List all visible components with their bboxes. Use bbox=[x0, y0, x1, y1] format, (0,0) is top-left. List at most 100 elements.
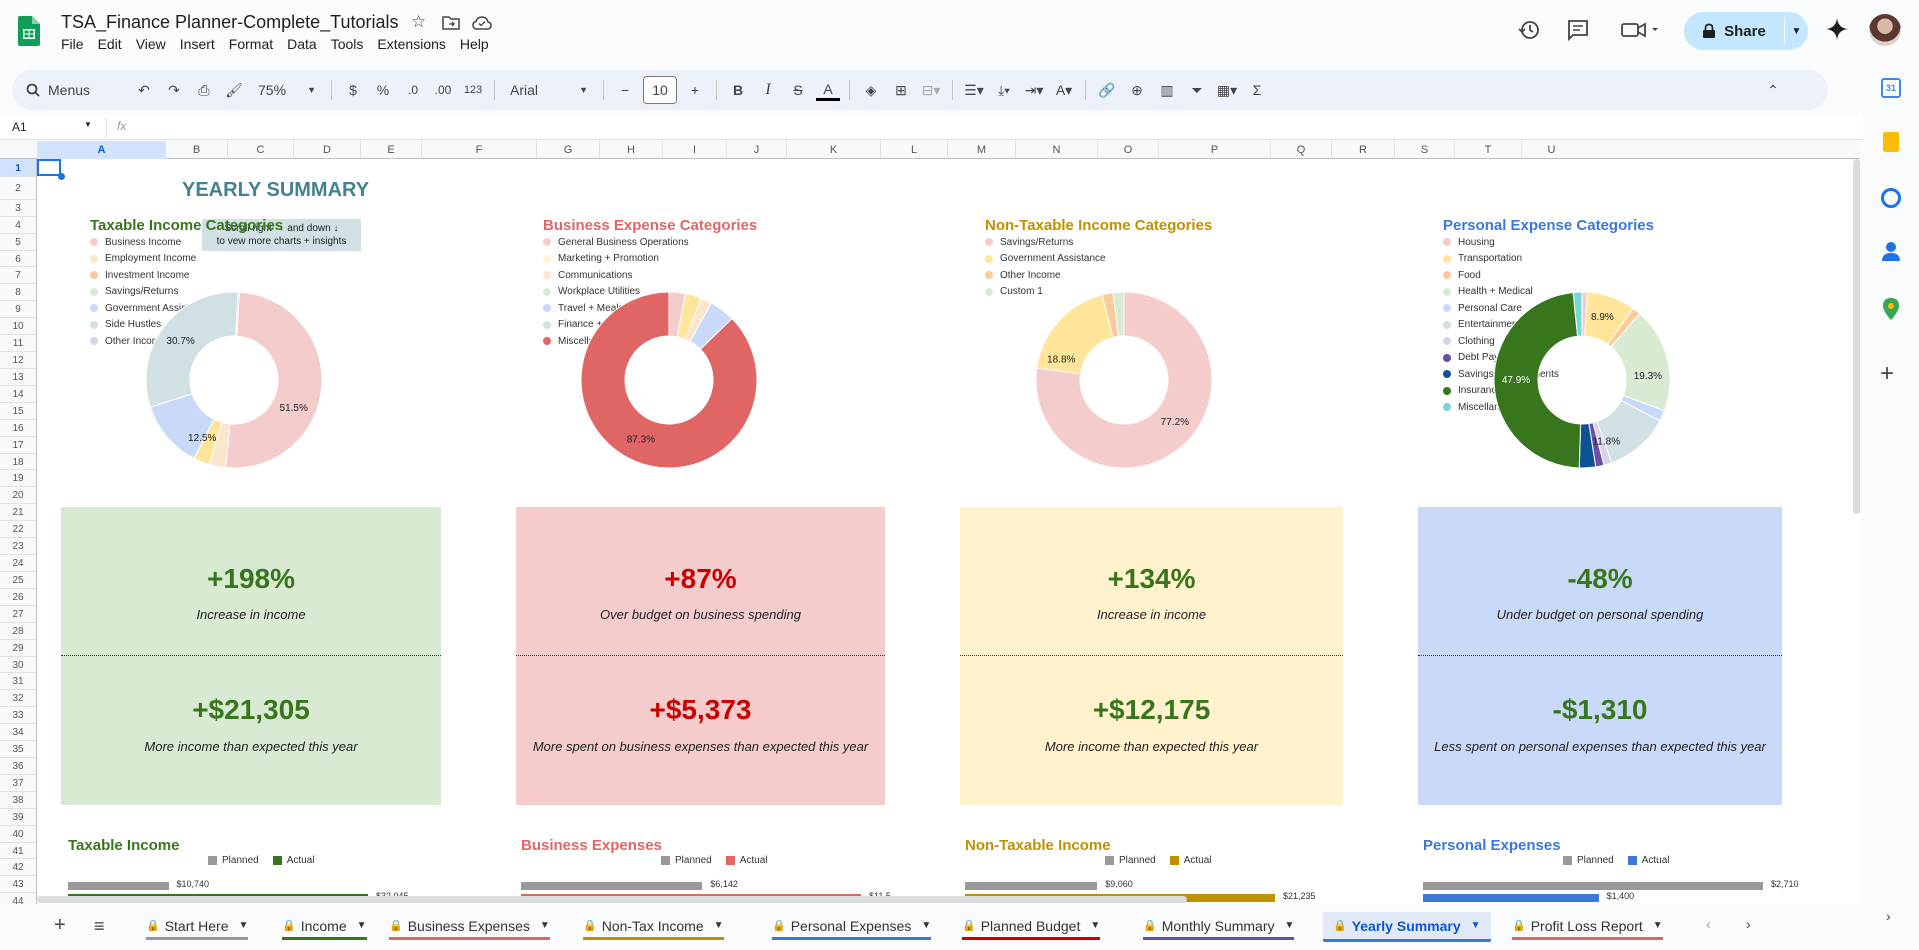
actual-bar[interactable] bbox=[1423, 894, 1599, 902]
merge-cells-icon[interactable]: ⊟▾ bbox=[921, 81, 941, 98]
row-header[interactable]: 9 bbox=[0, 300, 36, 317]
keep-icon[interactable] bbox=[1883, 132, 1899, 152]
sheet-tab[interactable]: 🔒 Non-Tax Income ▼ bbox=[583, 914, 724, 940]
vertical-scrollbar[interactable] bbox=[1853, 159, 1860, 749]
strikethrough-icon[interactable]: S bbox=[793, 82, 803, 98]
share-button[interactable]: Share bbox=[1684, 12, 1784, 50]
font-size-input[interactable]: 10 bbox=[643, 76, 677, 104]
insert-link-icon[interactable]: 🔗 bbox=[1098, 81, 1116, 98]
row-header[interactable]: 25 bbox=[0, 570, 36, 588]
menu-tools[interactable]: Tools bbox=[330, 36, 364, 52]
donut-slice[interactable] bbox=[145, 291, 239, 408]
collapse-toolbar-icon[interactable]: ⌃ bbox=[1767, 81, 1779, 98]
font-size-decrease-icon[interactable]: − bbox=[620, 82, 630, 98]
column-header[interactable]: E bbox=[360, 141, 421, 159]
row-header[interactable]: 13 bbox=[0, 367, 36, 385]
row-header[interactable]: 36 bbox=[0, 756, 36, 774]
column-header[interactable]: A bbox=[37, 141, 165, 159]
row-header[interactable]: 42 bbox=[0, 858, 36, 875]
donut-slice[interactable] bbox=[235, 291, 241, 337]
planned-bar[interactable] bbox=[1423, 882, 1763, 890]
comments-icon[interactable] bbox=[1567, 19, 1589, 41]
percent-format-button[interactable]: % bbox=[376, 82, 390, 98]
undo-icon[interactable]: ↶ bbox=[138, 81, 150, 98]
add-addon-icon[interactable]: + bbox=[1880, 360, 1895, 387]
row-header[interactable]: 3 bbox=[0, 198, 36, 216]
font-select[interactable]: Arial ▼ bbox=[504, 76, 594, 104]
row-header[interactable]: 17 bbox=[0, 435, 36, 453]
borders-icon[interactable]: ⊞ bbox=[895, 81, 907, 98]
functions-icon[interactable]: Σ bbox=[1252, 82, 1262, 98]
sheet-grid[interactable]: YEARLY SUMMARY Scroll right → and down ↓… bbox=[37, 159, 1860, 904]
column-header[interactable]: U bbox=[1521, 141, 1581, 159]
row-header[interactable]: 14 bbox=[0, 384, 36, 402]
row-header[interactable]: 33 bbox=[0, 706, 36, 723]
row-header[interactable]: 20 bbox=[0, 486, 36, 503]
scroll-tabs-left-icon[interactable]: ‹ bbox=[1706, 916, 1711, 932]
row-header[interactable]: 31 bbox=[0, 672, 36, 689]
formula-input[interactable] bbox=[140, 116, 1840, 140]
user-avatar[interactable] bbox=[1869, 14, 1901, 46]
italic-icon[interactable]: I bbox=[765, 81, 771, 98]
tab-menu-arrow-icon[interactable]: ▼ bbox=[356, 920, 367, 931]
sheets-logo-icon[interactable] bbox=[18, 16, 40, 46]
paint-format-icon[interactable]: 🖌 bbox=[225, 81, 243, 98]
sheet-tab[interactable]: 🔒 Monthly Summary ▼ bbox=[1143, 914, 1295, 940]
vertical-scroll-thumb[interactable] bbox=[1853, 159, 1860, 514]
row-header[interactable]: 44 bbox=[0, 892, 36, 909]
horizontal-align-icon[interactable]: ☰▾ bbox=[964, 81, 984, 98]
column-header[interactable]: S bbox=[1394, 141, 1454, 159]
row-header[interactable]: 2 bbox=[0, 175, 36, 199]
planned-bar[interactable] bbox=[965, 882, 1098, 890]
row-header[interactable]: 27 bbox=[0, 604, 36, 622]
donut-slice[interactable] bbox=[1493, 291, 1582, 469]
row-header[interactable]: 19 bbox=[0, 469, 36, 486]
row-header[interactable]: 40 bbox=[0, 824, 36, 842]
redo-icon[interactable]: ↷ bbox=[168, 81, 180, 98]
horizontal-scroll-thumb[interactable] bbox=[37, 896, 1187, 903]
tasks-icon[interactable] bbox=[1881, 188, 1901, 208]
row-header[interactable]: 24 bbox=[0, 554, 36, 571]
horizontal-scrollbar[interactable] bbox=[37, 896, 1847, 904]
sheet-tab[interactable]: 🔒 Planned Budget ▼ bbox=[962, 914, 1101, 940]
row-header[interactable]: 7 bbox=[0, 266, 36, 283]
row-header[interactable]: 11 bbox=[0, 334, 36, 351]
column-header[interactable]: J bbox=[726, 141, 786, 159]
row-header[interactable]: 26 bbox=[0, 587, 36, 605]
more-formats-button[interactable]: 123 bbox=[463, 84, 483, 96]
column-header[interactable]: O bbox=[1097, 141, 1158, 159]
row-header[interactable]: 41 bbox=[0, 841, 36, 859]
donut-slice[interactable] bbox=[225, 291, 323, 469]
search-menus-button[interactable]: Menus bbox=[26, 76, 126, 104]
row-header[interactable]: 8 bbox=[0, 283, 36, 300]
text-rotation-icon[interactable]: A▾ bbox=[1055, 81, 1073, 98]
donut-chart[interactable]: 8.9% 19.3% 11.8% 47.9% bbox=[1492, 290, 1672, 470]
menu-format[interactable]: Format bbox=[228, 36, 274, 52]
donut-slice[interactable] bbox=[1572, 291, 1583, 337]
row-header[interactable]: 32 bbox=[0, 689, 36, 706]
sheet-tab[interactable]: 🔒 Business Expenses ▼ bbox=[389, 914, 550, 940]
name-box[interactable]: A1 bbox=[12, 120, 27, 134]
planned-bar[interactable] bbox=[521, 882, 703, 890]
tab-menu-arrow-icon[interactable]: ▼ bbox=[1090, 920, 1101, 931]
row-header[interactable]: 21 bbox=[0, 503, 36, 520]
row-header[interactable]: 12 bbox=[0, 351, 36, 368]
tab-menu-arrow-icon[interactable]: ▼ bbox=[1652, 920, 1663, 931]
column-header[interactable]: R bbox=[1331, 141, 1394, 159]
donut-slice[interactable] bbox=[1112, 291, 1125, 337]
column-header[interactable]: K bbox=[786, 141, 880, 159]
row-header[interactable]: 29 bbox=[0, 638, 36, 656]
row-header[interactable]: 22 bbox=[0, 520, 36, 537]
increase-decimal-button[interactable]: .00 bbox=[434, 83, 452, 97]
decrease-decimal-button[interactable]: .0 bbox=[407, 83, 418, 97]
maps-icon[interactable] bbox=[1882, 297, 1900, 321]
fill-color-icon[interactable]: ◈ bbox=[865, 81, 877, 98]
tab-menu-arrow-icon[interactable]: ▼ bbox=[539, 920, 550, 931]
vertical-align-icon[interactable]: ⤓▾ bbox=[997, 81, 1011, 98]
row-header[interactable]: 34 bbox=[0, 723, 36, 740]
menu-view[interactable]: View bbox=[135, 36, 166, 52]
donut-chart[interactable]: 51.5% 12.5% 30.7% bbox=[144, 290, 324, 470]
donut-slice[interactable] bbox=[580, 291, 758, 469]
selected-cell[interactable] bbox=[37, 159, 61, 176]
row-header[interactable]: 5 bbox=[0, 232, 36, 250]
